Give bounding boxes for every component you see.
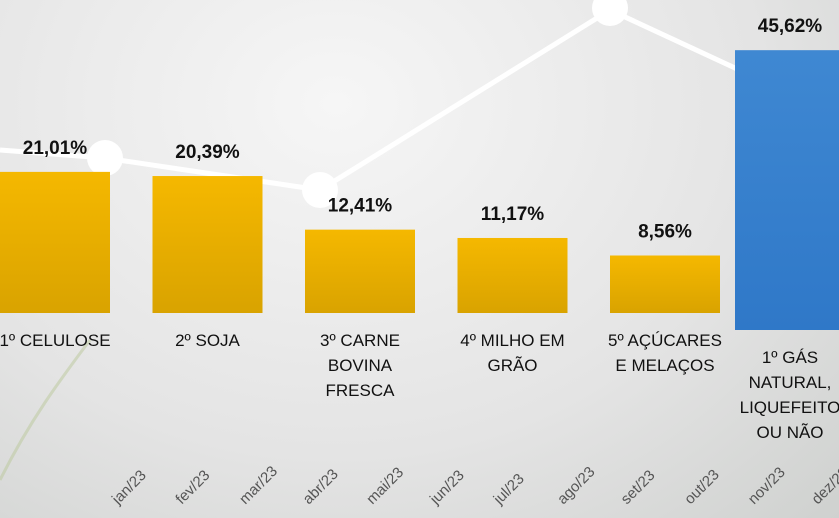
value-label: 45,62% [758,16,823,37]
month-label: set/23 [618,467,659,508]
bg-decoration [0,340,90,480]
value-label: 12,41% [328,196,393,217]
bar [458,238,568,313]
bar [0,172,110,313]
month-label: ago/23 [554,463,598,507]
category-label: 4º MILHO EM GRÃO [451,328,575,378]
bar [305,230,415,313]
month-label: jul/23 [490,470,528,508]
month-label: nov/23 [745,464,789,508]
category-label: 5º AÇÚCARES E MELAÇOS [603,328,727,378]
month-label: jan/23 [108,467,150,509]
value-label: 11,17% [481,204,544,225]
month-label: abr/23 [300,466,342,508]
month-label: mar/23 [236,463,281,508]
month-label: jun/23 [426,467,468,509]
month-label: out/23 [681,466,723,508]
value-label: 8,56% [638,222,692,243]
value-label: 20,39% [175,142,240,163]
category-label: 3º CARNE BOVINA FRESCA [298,328,422,403]
category-label: 1º CELULOSE [0,328,117,353]
month-label: fev/23 [172,467,213,508]
category-label: 2º SOJA [146,328,270,353]
month-label: mai/23 [363,464,407,508]
plot: 21,01% 20,39% 12,41% 11,17% 8,56% 45,62% jan/2… [0,0,839,518]
bar [735,50,839,330]
chart: 21,01% 20,39% 12,41% 11,17% 8,56% 45,62% jan/2… [0,0,839,518]
bg-line [0,10,839,190]
bg-point [87,140,123,176]
bar [153,176,263,313]
category-label: 1º GÁS NATURAL, LIQUEFEITO OU NÃO [728,345,839,445]
bg-point [592,0,628,26]
month-label: dez/23 [808,464,839,508]
value-label: 21,01% [23,138,88,159]
bar [610,256,720,313]
